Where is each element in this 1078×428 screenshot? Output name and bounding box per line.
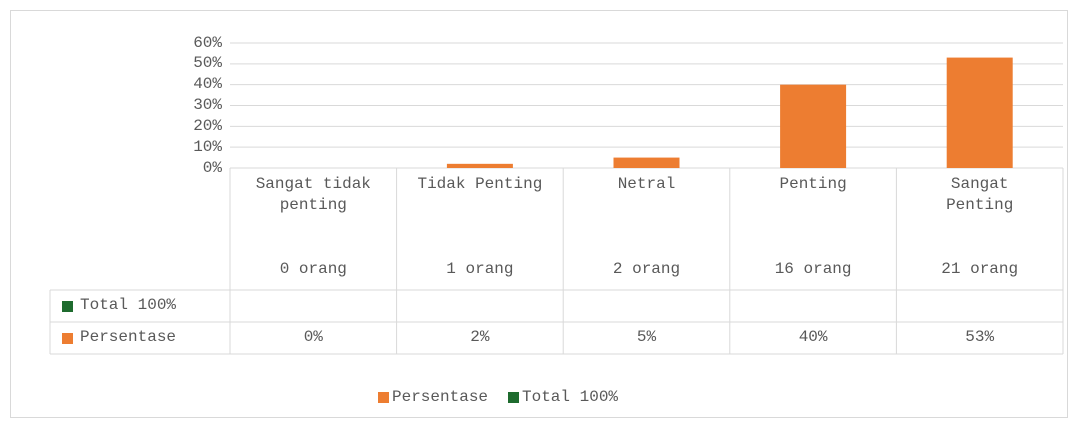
x-tick-label: Sangat tidak penting — [255, 175, 371, 214]
table-row-label: Total 100% — [80, 296, 177, 314]
legend-swatch — [62, 333, 73, 344]
y-tick-label: 20% — [193, 116, 222, 135]
y-tick-label: 10% — [193, 137, 222, 156]
table-value: 2% — [470, 328, 490, 346]
x-tick-label: Penting — [779, 175, 847, 193]
x-subcategory-label: 2 orang — [612, 260, 681, 278]
bar — [446, 163, 513, 168]
table-value: 5% — [636, 328, 657, 346]
legend-label: Total 100% — [522, 388, 619, 406]
x-tick-label: Netral — [617, 175, 676, 193]
table-value: 40% — [798, 328, 828, 346]
y-tick-label: 30% — [193, 96, 222, 114]
y-tick-label: 0% — [202, 158, 222, 177]
table-value: 53% — [965, 328, 995, 346]
x-tick-label: Tidak Penting — [417, 175, 543, 193]
legend-swatch — [62, 301, 73, 312]
y-tick-label: 60% — [193, 33, 222, 52]
y-tick-label: 50% — [193, 54, 222, 73]
bar — [780, 84, 847, 168]
y-tick-label: 40% — [193, 75, 222, 94]
table-row-label: Persentase — [80, 328, 177, 346]
x-subcategory-label: 0 orang — [279, 260, 347, 278]
legend-swatch — [508, 392, 519, 403]
legend-label: Persentase — [392, 388, 489, 406]
x-subcategory-label: 21 orang — [941, 260, 1019, 278]
x-subcategory-label: 1 orang — [446, 260, 514, 278]
x-subcategory-label: 16 orang — [774, 260, 852, 278]
table-value: 0% — [303, 328, 323, 346]
chart-border — [10, 10, 1068, 418]
bar — [946, 57, 1013, 169]
bar — [613, 157, 680, 168]
x-tick-label: Sangat Penting — [946, 175, 1014, 214]
legend-swatch — [378, 392, 389, 403]
